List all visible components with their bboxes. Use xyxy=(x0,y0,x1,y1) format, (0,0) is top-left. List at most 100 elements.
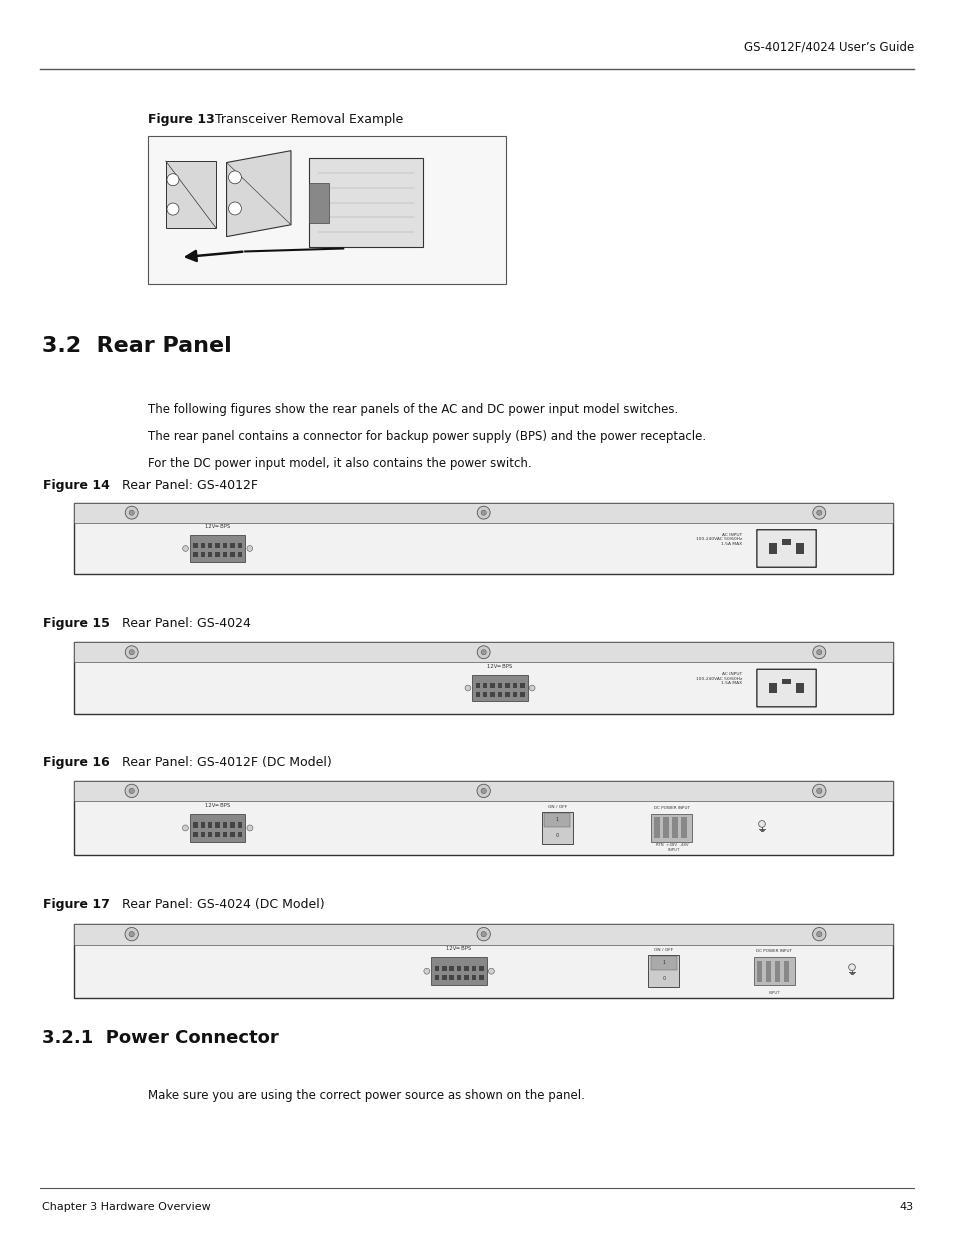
Bar xyxy=(519,692,524,697)
Bar xyxy=(148,136,505,284)
Bar xyxy=(215,831,219,837)
Bar xyxy=(200,823,205,827)
Bar xyxy=(200,552,205,557)
Text: ON / OFF: ON / OFF xyxy=(547,805,566,809)
Bar xyxy=(237,552,242,557)
Circle shape xyxy=(812,784,825,798)
Bar xyxy=(472,674,527,701)
Bar xyxy=(215,552,219,557)
Bar xyxy=(223,823,227,827)
FancyBboxPatch shape xyxy=(756,530,816,567)
Bar xyxy=(651,814,692,842)
Circle shape xyxy=(476,506,490,519)
Bar xyxy=(74,781,892,802)
Circle shape xyxy=(125,927,138,941)
Circle shape xyxy=(480,650,486,655)
Circle shape xyxy=(476,646,490,658)
Circle shape xyxy=(129,650,134,655)
Text: 0: 0 xyxy=(661,977,664,982)
Bar xyxy=(781,678,790,684)
Bar xyxy=(74,503,892,574)
Bar xyxy=(756,961,761,982)
Bar xyxy=(795,683,803,693)
Text: RTN  +48V  -48V
   INPUT: RTN +48V -48V INPUT xyxy=(655,844,687,852)
Circle shape xyxy=(125,506,138,519)
Bar xyxy=(237,823,242,827)
Bar xyxy=(490,692,495,697)
Bar xyxy=(230,543,234,548)
Bar xyxy=(200,831,205,837)
Circle shape xyxy=(480,931,486,937)
Bar xyxy=(519,683,524,688)
Bar xyxy=(662,818,668,839)
Bar xyxy=(215,823,219,827)
Text: INPUT: INPUT xyxy=(767,992,780,995)
Bar xyxy=(230,552,234,557)
Bar xyxy=(471,974,476,981)
Bar xyxy=(223,552,227,557)
Circle shape xyxy=(167,174,179,185)
Circle shape xyxy=(476,927,490,941)
Circle shape xyxy=(812,506,825,519)
Bar xyxy=(490,683,495,688)
Bar xyxy=(449,966,454,971)
Circle shape xyxy=(480,510,486,515)
Bar xyxy=(464,966,468,971)
Bar xyxy=(74,924,892,945)
Bar xyxy=(478,974,483,981)
Polygon shape xyxy=(166,161,215,227)
Bar xyxy=(208,543,213,548)
Bar xyxy=(237,831,242,837)
Circle shape xyxy=(125,646,138,658)
Text: 0: 0 xyxy=(556,834,558,839)
Bar xyxy=(654,818,659,839)
Text: AC INPUT
100-240VAC 50/60Hz
1.5A MAX: AC INPUT 100-240VAC 50/60Hz 1.5A MAX xyxy=(696,532,741,546)
Bar xyxy=(795,543,803,553)
Bar xyxy=(497,692,501,697)
Bar xyxy=(497,683,501,688)
Bar xyxy=(193,823,197,827)
Text: Transceiver Removal Example: Transceiver Removal Example xyxy=(203,112,403,126)
Circle shape xyxy=(464,685,470,690)
Text: 1: 1 xyxy=(661,961,664,966)
Bar xyxy=(464,974,468,981)
Bar xyxy=(650,956,676,969)
Text: 3.2  Rear Panel: 3.2 Rear Panel xyxy=(42,336,232,356)
Bar xyxy=(223,831,227,837)
Bar xyxy=(309,158,423,247)
Text: 12V═ BPS: 12V═ BPS xyxy=(487,663,512,668)
Text: 12V═ BPS: 12V═ BPS xyxy=(205,803,230,808)
Bar xyxy=(435,974,438,981)
Bar xyxy=(647,955,679,987)
Text: Rear Panel: GS-4012F (DC Model): Rear Panel: GS-4012F (DC Model) xyxy=(110,756,331,769)
Bar xyxy=(193,543,197,548)
Bar xyxy=(541,811,573,844)
Circle shape xyxy=(129,788,134,794)
Bar xyxy=(475,692,479,697)
Bar xyxy=(505,692,509,697)
Text: Make sure you are using the correct power source as shown on the panel.: Make sure you are using the correct powe… xyxy=(148,1089,584,1103)
Circle shape xyxy=(816,931,821,937)
Text: For the DC power input model, it also contains the power switch.: For the DC power input model, it also co… xyxy=(148,457,531,471)
Circle shape xyxy=(816,788,821,794)
Text: DC POWER INPUT: DC POWER INPUT xyxy=(756,950,791,953)
Circle shape xyxy=(423,968,430,974)
Bar xyxy=(190,814,245,842)
Bar xyxy=(478,966,483,971)
Circle shape xyxy=(167,203,179,215)
Bar xyxy=(309,183,329,222)
Bar xyxy=(435,966,438,971)
Circle shape xyxy=(816,510,821,515)
Circle shape xyxy=(129,931,134,937)
Circle shape xyxy=(529,685,535,690)
Bar xyxy=(768,543,777,553)
Circle shape xyxy=(476,784,490,798)
Bar xyxy=(781,538,790,545)
Text: AC INPUT
100-240VAC 50/60Hz
1.5A MAX: AC INPUT 100-240VAC 50/60Hz 1.5A MAX xyxy=(696,672,741,685)
Bar xyxy=(208,831,213,837)
Circle shape xyxy=(229,170,241,184)
Circle shape xyxy=(182,825,188,831)
Bar xyxy=(208,552,213,557)
Bar xyxy=(505,683,509,688)
Circle shape xyxy=(488,968,494,974)
